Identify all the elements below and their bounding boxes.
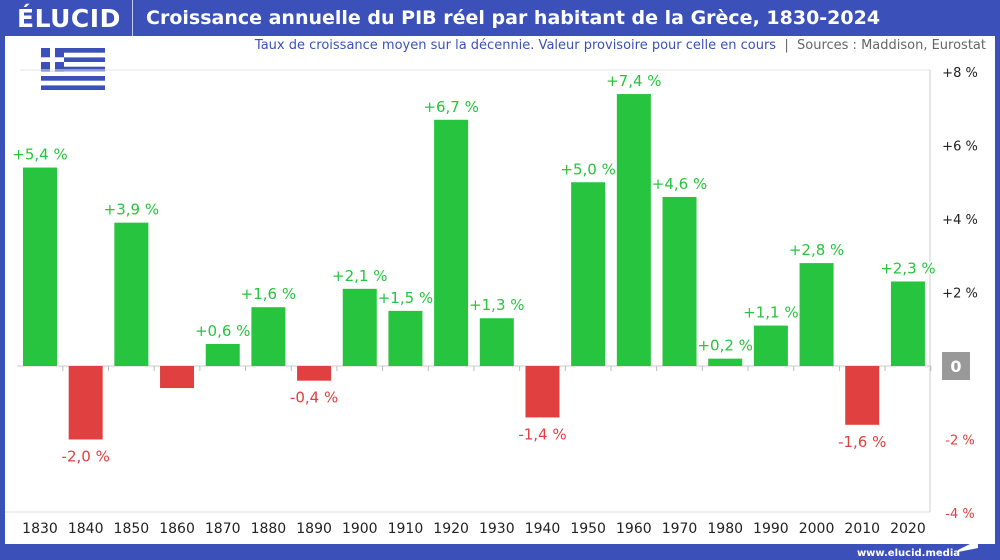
data-label-1880: +1,6 %	[241, 285, 296, 303]
x-tick-label-1890: 1890	[296, 521, 332, 537]
x-tick-label-1920: 1920	[433, 521, 469, 537]
chart-title: Croissance annuelle du PIB réel par habi…	[146, 7, 881, 29]
x-tick-label-2010: 2010	[844, 521, 880, 537]
bar-1910	[388, 310, 423, 366]
x-tick-label-1840: 1840	[68, 521, 104, 537]
bar-2010	[845, 366, 880, 425]
data-label-1940: -1,4 %	[518, 425, 566, 443]
x-tick-label-2000: 2000	[799, 521, 835, 537]
subtitle-text: Taux de croissance moyen sur la décennie…	[254, 38, 777, 53]
bar-1860	[160, 366, 195, 389]
bar-2020	[890, 281, 925, 366]
x-tick-label-1830: 1830	[22, 521, 58, 537]
x-tick-label-1930: 1930	[479, 521, 515, 537]
data-label-1960: +7,4 %	[606, 72, 661, 90]
x-tick-label-1970: 1970	[662, 521, 698, 537]
bar-1930	[479, 318, 514, 366]
elucid-footer-mark	[958, 540, 978, 552]
y-tick-label: +2 %	[942, 287, 978, 302]
x-tick-label-1960: 1960	[616, 521, 652, 537]
x-tick-label-2020: 2020	[890, 521, 926, 537]
x-tick-label-1990: 1990	[753, 521, 789, 537]
data-label-1870: +0,6 %	[195, 322, 250, 340]
zero-label-box	[942, 352, 970, 380]
data-label-2010: -1,6 %	[838, 433, 886, 451]
bar-1950	[571, 182, 606, 366]
bar-1900	[342, 288, 377, 366]
footer-url: www.elucid.media	[856, 548, 960, 559]
x-tick-label-1900: 1900	[342, 521, 378, 537]
data-label-1840: -2,0 %	[62, 448, 110, 466]
data-label-1980: +0,2 %	[697, 337, 752, 355]
data-label-1890: -0,4 %	[290, 389, 338, 407]
bar-2000	[799, 263, 834, 366]
data-label-1950: +5,0 %	[560, 160, 615, 178]
header-divider	[132, 0, 133, 36]
chart-subtitle: Taux de croissance moyen sur la décennie…	[254, 38, 986, 53]
bar-1990	[753, 325, 788, 366]
bar-1840	[68, 366, 103, 440]
y-tick-label-0: 0	[950, 357, 961, 376]
data-label-1910: +1,5 %	[378, 289, 433, 307]
bar-1980	[708, 358, 743, 366]
x-tick-label-1880: 1880	[251, 521, 287, 537]
bar-1830	[23, 167, 57, 366]
data-label-1830: +5,4 %	[12, 146, 67, 164]
y-tick-label: -2 %	[945, 434, 974, 449]
data-label-1970: +4,6 %	[652, 175, 707, 193]
x-tick-label-1980: 1980	[707, 521, 743, 537]
bar-1890	[297, 366, 332, 381]
y-tick-label: -4 %	[945, 507, 974, 522]
elucid-logo: ÉLUCID	[17, 4, 121, 33]
y-tick-label: +8 %	[942, 66, 978, 81]
x-tick-label-1940: 1940	[525, 521, 561, 537]
bar-1920	[434, 119, 469, 367]
x-tick-label-1850: 1850	[114, 521, 150, 537]
bar-1940	[525, 366, 560, 418]
bar-1850	[114, 222, 149, 366]
data-label-1920: +6,7 %	[423, 98, 478, 116]
x-tick-label-1910: 1910	[388, 521, 424, 537]
bar-1970	[662, 196, 697, 366]
x-tick-label-1860: 1860	[159, 521, 195, 537]
y-tick-label: +4 %	[942, 213, 978, 228]
x-tick-label-1950: 1950	[570, 521, 606, 537]
data-label-1850: +3,9 %	[104, 201, 159, 219]
bar-1960	[616, 94, 651, 367]
data-label-1900: +2,1 %	[332, 267, 387, 285]
bar-1880	[251, 307, 286, 366]
y-tick-label: +6 %	[942, 140, 978, 155]
data-label-2020: +2,3 %	[880, 259, 935, 277]
x-tick-label-1870: 1870	[205, 521, 241, 537]
sources: Sources : Maddison, Eurostat	[797, 38, 986, 53]
data-label-1990: +1,1 %	[743, 304, 798, 322]
bar-1870	[205, 343, 240, 366]
greece-flag-icon	[41, 48, 105, 90]
data-label-2000: +2,8 %	[789, 241, 844, 259]
data-label-1930: +1,3 %	[469, 296, 524, 314]
